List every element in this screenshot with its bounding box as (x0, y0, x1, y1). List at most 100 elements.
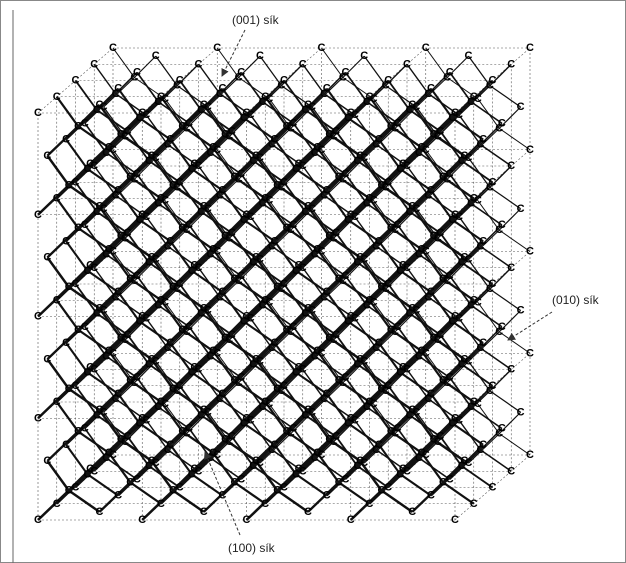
bond (461, 342, 484, 366)
atom-label: C (200, 404, 208, 416)
atom-label: C (332, 125, 340, 137)
atom-label: C (330, 131, 338, 143)
bond (378, 312, 411, 344)
bond (285, 227, 319, 251)
atom-label: C (295, 260, 303, 272)
atom-label: C (148, 353, 156, 365)
atom-label: C (448, 417, 456, 429)
bond (224, 438, 257, 463)
atom-label: C (323, 184, 331, 196)
bond (202, 104, 227, 136)
atom-label: C (287, 224, 295, 236)
atom-label: C (412, 203, 420, 215)
bond (120, 438, 153, 463)
bond (119, 417, 144, 441)
bond (93, 237, 126, 269)
atom-label: C (124, 125, 132, 137)
bond (181, 307, 205, 331)
atom-label: C (154, 198, 162, 210)
bond (461, 160, 494, 184)
atom-label: C (451, 107, 459, 119)
bond (77, 430, 110, 454)
bond (98, 409, 122, 441)
bond (430, 261, 463, 293)
bond (77, 125, 110, 149)
atom-label: C (34, 209, 42, 221)
bond (77, 409, 101, 433)
atom-label: C (372, 342, 380, 354)
atom-label: C (507, 364, 515, 376)
atom-label: C (154, 401, 162, 413)
atom-label: C (102, 350, 110, 362)
atom-label: C (403, 465, 411, 477)
bond (37, 387, 70, 420)
bond (254, 460, 279, 492)
atom-label: C (161, 296, 169, 308)
atom-label: C (273, 179, 281, 191)
atom-label: C (166, 337, 174, 349)
atom-label: C (451, 412, 459, 424)
bond (439, 304, 472, 336)
bond (136, 144, 169, 175)
bond (273, 240, 297, 272)
atom-label: C (320, 88, 328, 100)
atom-label: C (161, 93, 169, 105)
bond (498, 433, 531, 456)
atom-label: C (65, 383, 73, 395)
bond (489, 288, 521, 312)
bond (139, 117, 171, 141)
bond (191, 371, 224, 395)
bond (191, 269, 224, 293)
atom-label: C (148, 455, 156, 467)
atom-label: C (231, 375, 239, 387)
bond (411, 104, 435, 136)
atom-label: C (394, 219, 402, 231)
atom-label: C (387, 426, 395, 438)
bond (181, 409, 205, 433)
atom-label: C (112, 291, 120, 303)
bond (86, 269, 119, 293)
atom-label: C (418, 345, 426, 357)
bond (259, 331, 292, 362)
bond (397, 296, 429, 328)
atom-label: C (114, 388, 122, 400)
atom-label: C (256, 254, 264, 266)
atom-label: C (479, 134, 487, 146)
bond (302, 237, 334, 269)
atom-label: C (86, 158, 94, 170)
bond (335, 406, 368, 438)
atom-label: C (249, 460, 257, 472)
atom-label: C (299, 364, 307, 376)
atom-label: C (422, 449, 430, 461)
bond (430, 393, 454, 424)
atom-label: C (526, 347, 534, 359)
atom-label: C (460, 252, 468, 264)
bond (221, 465, 254, 497)
atom-label: C (299, 58, 307, 70)
atom-label: C (157, 396, 165, 408)
bond (401, 336, 435, 369)
bond (120, 336, 153, 361)
bond (68, 387, 101, 412)
bond (150, 460, 174, 492)
atom-label: C (265, 93, 273, 105)
bond (399, 350, 423, 374)
atom-label: C (351, 414, 359, 426)
atom-label: C (304, 201, 312, 213)
atom-label: C (231, 273, 239, 285)
bond (221, 393, 245, 424)
atom-label: C (154, 96, 162, 108)
atom-label: C (273, 281, 281, 293)
atom-label: C (391, 224, 399, 236)
atom-label: C (446, 372, 454, 384)
bond (338, 379, 371, 403)
bond (432, 133, 466, 157)
bond (432, 417, 456, 441)
atom-label: C (86, 361, 94, 373)
atom-label: C (195, 262, 203, 274)
atom-label: C (301, 206, 309, 218)
bond (363, 127, 396, 159)
atom-label: C (280, 176, 288, 188)
atom-label: C (93, 409, 101, 421)
bond (129, 277, 162, 302)
